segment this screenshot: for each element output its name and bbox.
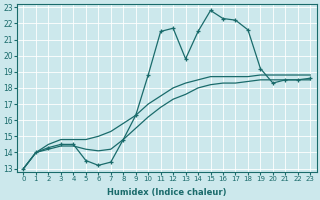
X-axis label: Humidex (Indice chaleur): Humidex (Indice chaleur) xyxy=(107,188,227,197)
